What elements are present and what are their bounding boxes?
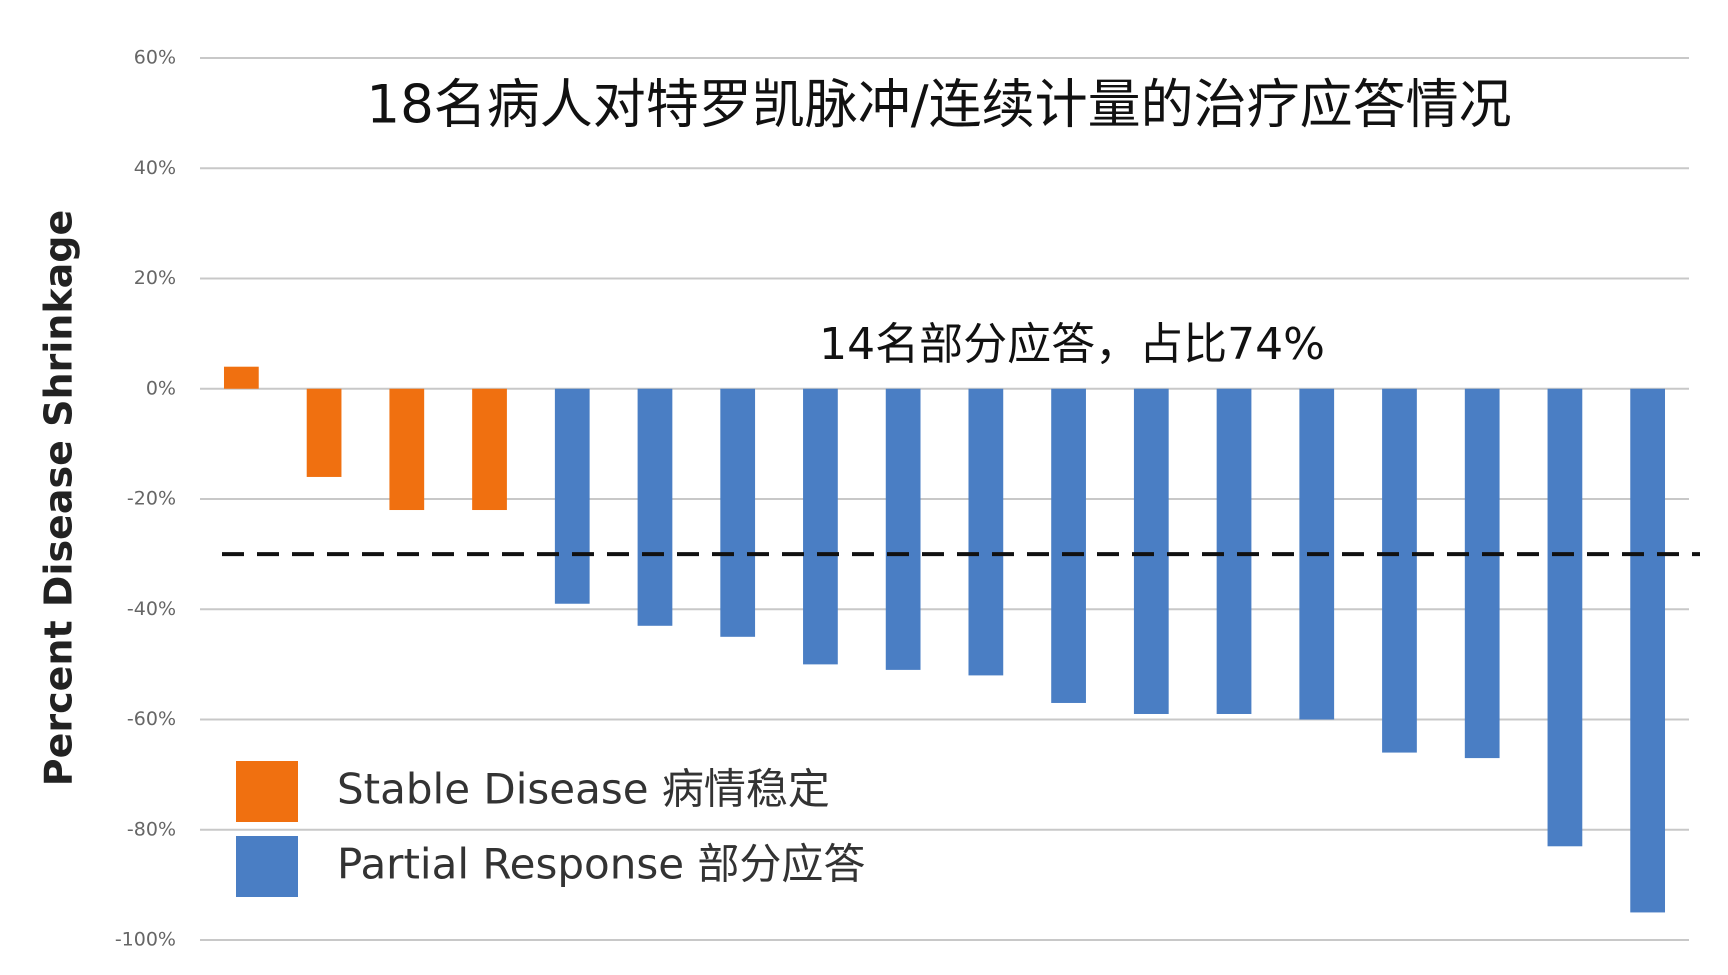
bar bbox=[389, 388, 425, 511]
legend-label: Partial Response 部分应答 bbox=[337, 840, 865, 889]
bar bbox=[554, 388, 590, 604]
bar bbox=[1133, 388, 1169, 714]
y-tick-label: -40% bbox=[127, 598, 176, 620]
y-tick-label: -20% bbox=[127, 488, 176, 510]
y-tick-label: 20% bbox=[134, 267, 176, 289]
bar bbox=[1630, 388, 1666, 913]
chart-title: 18名病人对特罗凯脉冲/连续计量的治疗应答情况 bbox=[366, 75, 1511, 136]
bar bbox=[637, 388, 673, 626]
bar bbox=[306, 388, 342, 477]
bar bbox=[720, 388, 756, 637]
y-tick-label: -80% bbox=[127, 818, 176, 840]
bar bbox=[1547, 388, 1583, 847]
y-tick-label: -60% bbox=[127, 708, 176, 730]
bar bbox=[1216, 388, 1252, 714]
legend-label: Stable Disease 病情稳定 bbox=[337, 765, 830, 814]
y-axis-label: Percent Disease Shrinkage bbox=[37, 210, 81, 786]
y-tick-label: -100% bbox=[115, 929, 176, 951]
annotation: 14名部分应答，占比74% bbox=[819, 319, 1325, 370]
y-tick-label: 40% bbox=[134, 157, 176, 179]
bar bbox=[803, 388, 838, 665]
legend-swatch bbox=[236, 761, 298, 822]
legend-swatch bbox=[236, 836, 298, 897]
y-tick-label: 0% bbox=[146, 377, 176, 399]
bar bbox=[1382, 388, 1417, 753]
bar bbox=[472, 388, 507, 511]
y-tick-label: 60% bbox=[134, 47, 176, 69]
bar bbox=[1051, 388, 1086, 703]
bar bbox=[1464, 388, 1500, 759]
bar bbox=[223, 366, 259, 389]
bar bbox=[968, 388, 1004, 676]
bar bbox=[885, 388, 921, 670]
